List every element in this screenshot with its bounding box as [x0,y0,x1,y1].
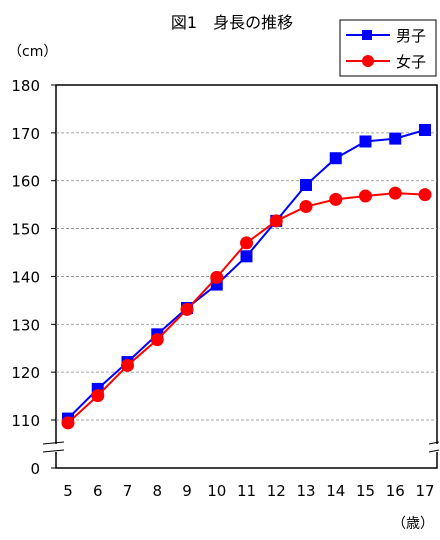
legend-label: 男子 [396,27,426,45]
x-tick-label: 16 [386,482,405,500]
axis-break-mark [42,449,65,453]
y-tick-label: 160 [11,173,40,191]
chart-title: 図1 身長の推移 [171,13,293,32]
data-point-girl [121,358,134,372]
data-point-girl [61,416,75,430]
axis-break-gap [429,444,439,452]
data-point-boy [359,135,372,148]
axis-break-mark [42,441,65,445]
x-axis-label: （歳） [392,516,434,532]
y-tick-label: 0 [30,460,40,478]
data-point-boy [240,250,253,263]
data-point-girl [269,214,283,228]
data-point-girl [240,236,253,250]
x-tick-label: 15 [356,482,375,500]
data-point-boy [329,152,342,165]
x-tick-label: 17 [415,482,434,500]
series-line [67,129,426,420]
legend-marker-square [362,30,372,40]
y-tick-label: 180 [11,77,40,95]
data-point-girl [91,389,105,403]
y-tick-label: 130 [11,316,40,334]
x-tick-label: 11 [237,482,256,500]
data-point-girl [150,333,164,347]
y-tick-label: 150 [11,221,40,239]
x-tick-label: 8 [152,482,162,500]
x-tick-label: 12 [267,482,286,500]
x-tick-label: 7 [123,482,133,500]
data-point-girl [388,186,402,200]
legend-label: 女子 [396,53,426,71]
axis-break-gap [43,444,64,452]
data-point-boy [389,132,402,145]
x-tick-label: 10 [207,482,226,500]
data-point-girl [418,188,432,202]
legend [339,19,437,77]
data-point-girl [359,189,372,203]
y-axis-label: （cm） [8,44,57,60]
x-tick-label: 6 [93,482,103,500]
y-tick-label: 140 [11,268,40,286]
data-point-girl [180,302,194,316]
data-point-boy [419,123,431,136]
x-tick-label: 13 [296,482,315,500]
series-line [67,192,426,424]
x-tick-label: 14 [326,482,345,500]
x-tick-label: 5 [63,482,73,500]
legend-marker-circle [362,55,374,67]
data-point-girl [329,192,343,206]
data-point-girl [210,270,224,284]
axis-break-mark [428,449,440,453]
x-tick-label: 9 [182,482,192,500]
data-point-girl [299,200,313,214]
data-point-boy [300,179,312,192]
y-tick-label: 170 [11,125,40,143]
y-tick-label: 110 [11,412,40,430]
y-tick-label: 120 [11,364,40,382]
axis-break-mark [428,441,440,445]
